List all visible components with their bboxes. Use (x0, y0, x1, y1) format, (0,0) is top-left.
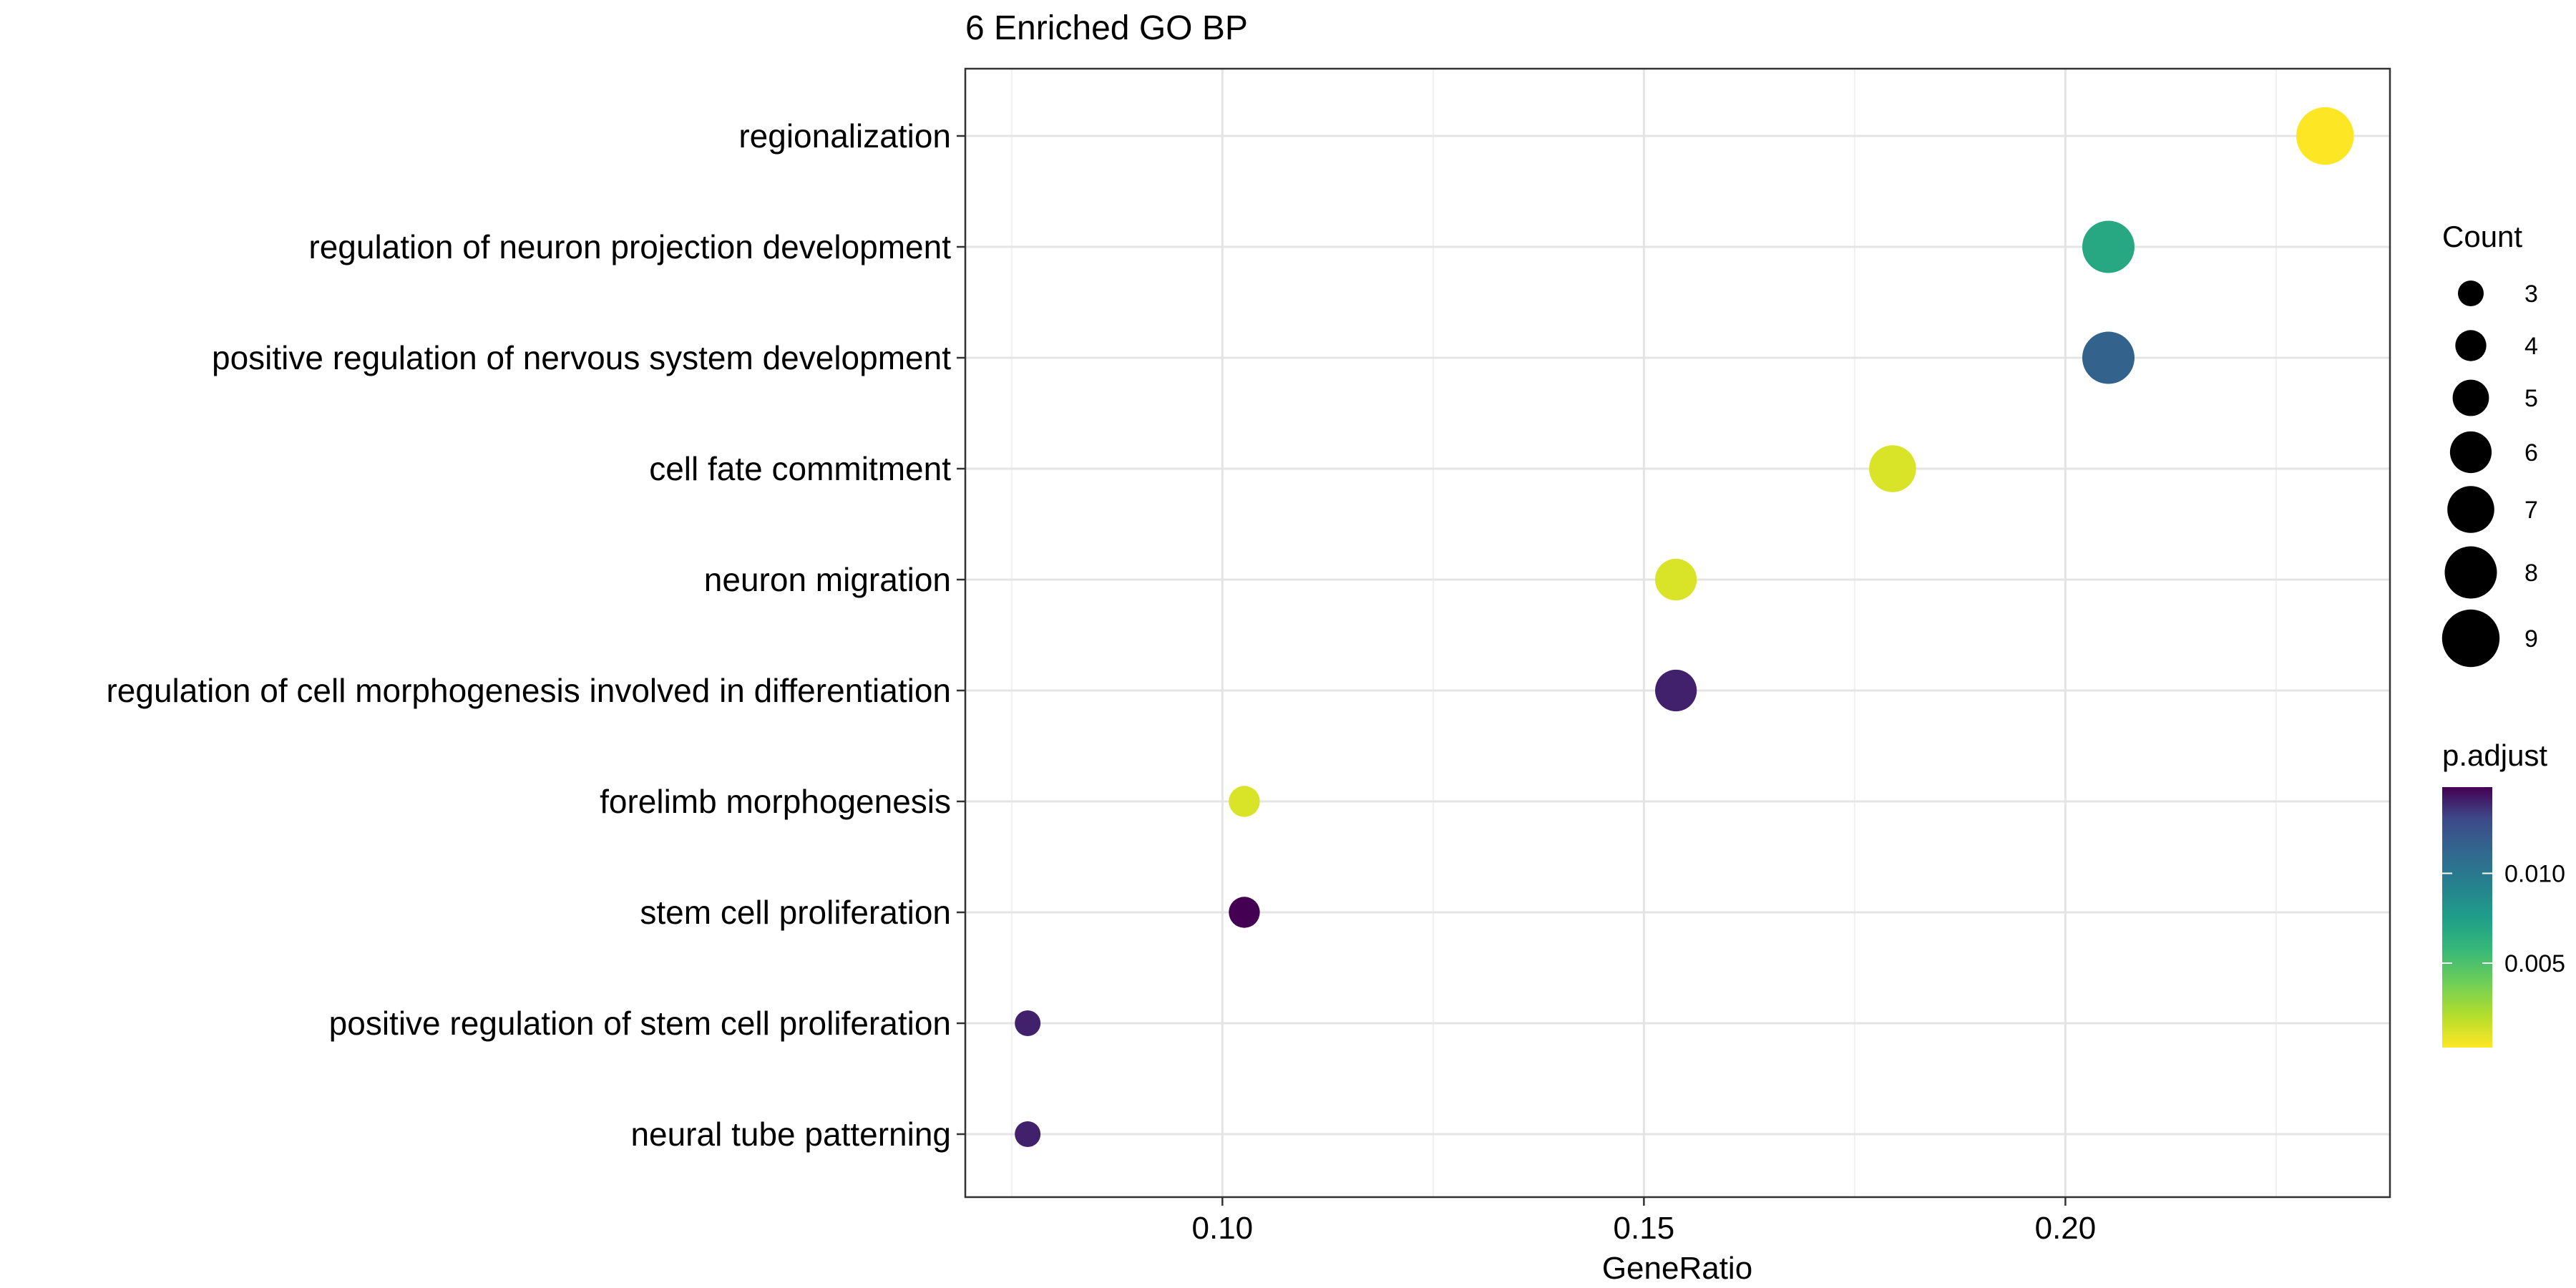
count-legend-dot (2455, 330, 2487, 361)
y-tick-label: positive regulation of stem cell prolife… (329, 1005, 951, 1042)
y-tick-label: cell fate commitment (649, 450, 951, 487)
data-point (1655, 669, 1697, 712)
count-legend-dot (2444, 546, 2497, 599)
y-tick-label: stem cell proliferation (640, 894, 951, 931)
data-point (1015, 1121, 1041, 1147)
count-legend-dot (2449, 431, 2492, 474)
p-adjust-legend-title: p.adjust (2442, 738, 2547, 772)
count-legend-label: 8 (2524, 560, 2538, 587)
y-tick-label: regulation of cell morphogenesis involve… (106, 672, 951, 709)
y-tick-label: positive regulation of nervous system de… (212, 339, 951, 376)
plot-panel (965, 69, 2390, 1197)
data-point (2082, 331, 2135, 384)
colorbar-tick-label: 0.005 (2504, 950, 2565, 977)
data-point (2082, 220, 2135, 273)
p-adjust-colorbar-ticks: 0.005 0.010 (2442, 860, 2565, 977)
x-tick-label: 0.10 (1192, 1211, 1254, 1246)
x-tick-label: 0.20 (2035, 1211, 2097, 1246)
count-legend: Count 3 4 5 6 7 8 9 (2441, 220, 2538, 668)
p-adjust-colorbar (2442, 787, 2492, 1048)
count-legend-dot (2447, 486, 2494, 533)
chart-title: 6 Enriched GO BP (965, 9, 1248, 47)
count-legend-dot (2452, 379, 2489, 416)
count-legend-items: 3 4 5 6 7 8 9 (2441, 280, 2538, 668)
x-axis-ticks: 0.10 0.15 0.20 (1192, 1197, 2097, 1246)
count-legend-label: 5 (2524, 385, 2538, 412)
count-legend-label: 3 (2524, 280, 2538, 308)
y-axis-labels: regionalization regulation of neuron proj… (106, 117, 965, 1153)
count-legend-dot (2441, 609, 2500, 668)
count-legend-label: 9 (2524, 625, 2538, 653)
data-point (1869, 445, 1916, 492)
data-point (1015, 1010, 1041, 1036)
count-legend-label: 6 (2524, 439, 2538, 467)
count-legend-title: Count (2442, 220, 2522, 253)
x-axis-title: GeneRatio (1602, 1251, 1752, 1286)
y-tick-label: neural tube patterning (630, 1116, 951, 1153)
x-tick-label: 0.15 (1614, 1211, 1675, 1246)
data-point (1229, 897, 1260, 928)
data-point (1655, 558, 1697, 601)
y-tick-label: forelimb morphogenesis (600, 783, 951, 820)
colorbar-tick-label: 0.010 (2504, 860, 2565, 887)
data-points (1015, 107, 2354, 1147)
count-legend-dot (2458, 280, 2484, 306)
p-adjust-legend: p.adjust 0.005 0.010 (2442, 738, 2565, 1048)
data-point (1229, 786, 1260, 817)
count-legend-label: 4 (2524, 333, 2538, 360)
count-legend-label: 7 (2524, 497, 2538, 524)
y-tick-label: regulation of neuron projection developm… (308, 228, 951, 265)
y-tick-label: regionalization (738, 117, 951, 155)
y-tick-label: neuron migration (704, 561, 951, 598)
data-point (2296, 107, 2354, 165)
plot-panel-border (964, 67, 2391, 1199)
